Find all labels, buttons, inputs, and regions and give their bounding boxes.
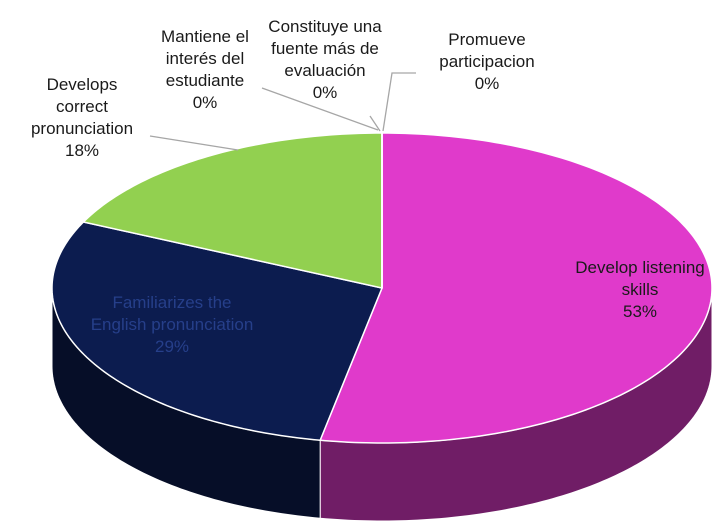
leader-line [382,72,416,132]
leader-line [369,115,381,132]
data-label: Mantiene el interés del estudiante 0% [151,26,259,114]
data-label: Promueve participacion 0% [427,29,547,95]
category-label: Constituye una fuente más de evaluación [268,16,382,80]
value-label: 0% [192,93,218,113]
slice [51,221,384,442]
category-label: Develops correct pronunciation [30,74,134,138]
data-label: Develops correct pronunciation 18% [20,74,145,162]
data-label: Develop listening skills 53% [573,257,708,323]
data-label: Familiarizes the English pronunciation 29… [90,292,255,358]
value-label: 18% [64,141,100,161]
slice [81,132,383,289]
category-label: Develop listening skills [575,257,705,299]
category-label: Familiarizes the English pronunciation [90,292,254,334]
value-label: 0% [312,83,338,103]
value-label: 29% [154,337,190,357]
slice [319,132,713,444]
value-label: 0% [474,74,500,94]
category-label: Promueve participacion [439,29,535,71]
leader-line [261,87,379,131]
value-label: 53% [622,302,658,322]
data-label: Constituye una fuente más de evaluación 0… [258,16,393,104]
category-label: Mantiene el interés del estudiante [161,26,249,90]
leader-line [149,135,239,151]
